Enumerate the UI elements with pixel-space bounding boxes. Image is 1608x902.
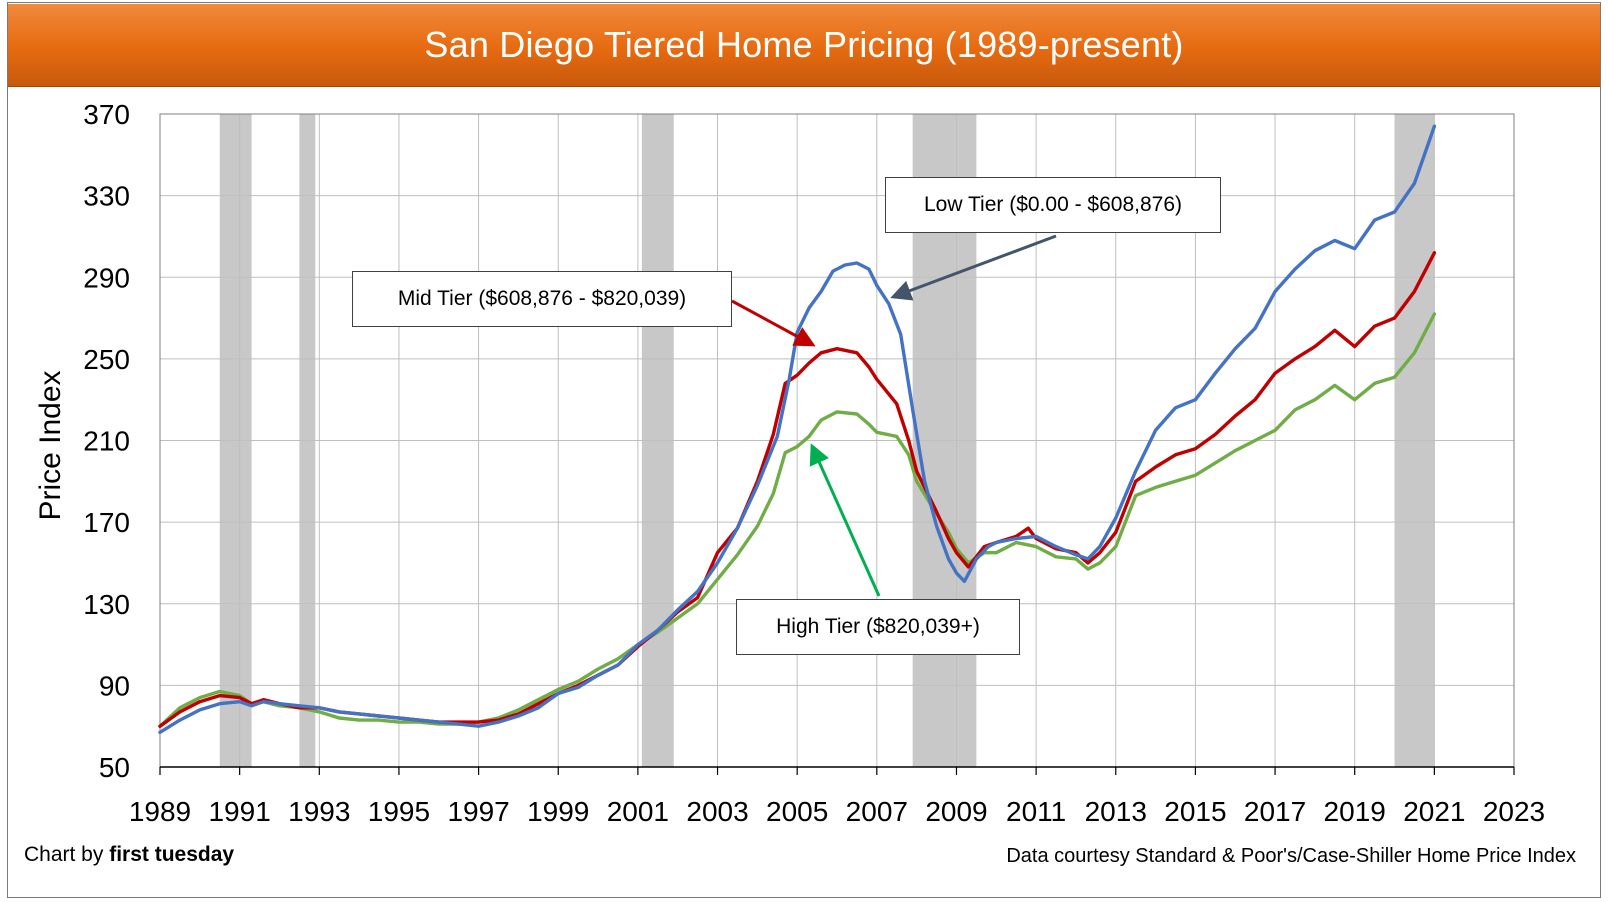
y-tick-label-90: 90: [99, 670, 130, 701]
y-tick-label-210: 210: [83, 426, 130, 457]
x-tick-label-2021: 2021: [1403, 796, 1465, 827]
mid-tier-arrow: [731, 299, 816, 347]
x-tick-label-1991: 1991: [208, 796, 270, 827]
mid-tier-callout: Mid Tier ($608,876 - $820,039): [352, 271, 732, 327]
credit-brand: first tuesday: [109, 843, 235, 866]
y-tick-label-250: 250: [83, 344, 130, 375]
high-tier-callout: High Tier ($820,039+): [736, 599, 1020, 655]
y-tick-label-370: 370: [83, 99, 130, 130]
x-tick-label-2005: 2005: [766, 796, 828, 827]
x-tick-label-1995: 1995: [368, 796, 430, 827]
x-tick-label-2019: 2019: [1324, 796, 1386, 827]
high-tier-arrow: [809, 443, 881, 597]
high-tier-series-line: [158, 312, 1437, 728]
credit-prefix: Chart by: [24, 843, 110, 866]
y-axis-label: Price Index: [34, 370, 67, 520]
y-tick-label-50: 50: [99, 752, 130, 783]
x-tick-label-1999: 1999: [527, 796, 589, 827]
x-tick-label-2023: 2023: [1483, 796, 1545, 827]
low-tier-series-line: [158, 124, 1437, 734]
x-tick-label-2001: 2001: [607, 796, 669, 827]
chart-frame: [7, 2, 1601, 898]
data-source: Data courtesy Standard & Poor's/Case-Shi…: [1006, 845, 1576, 867]
chart-credit: Chart by first tuesday: [24, 843, 234, 867]
x-tick-label-2007: 2007: [846, 796, 908, 827]
y-tick-label-290: 290: [83, 262, 130, 293]
title-banner: San Diego Tiered Home Pricing (1989-pres…: [8, 4, 1600, 87]
x-tick-label-2017: 2017: [1244, 796, 1306, 827]
x-tick-label-2015: 2015: [1164, 796, 1226, 827]
low-tier-callout: Low Tier ($0.00 - $608,876): [885, 177, 1221, 233]
x-tick-label-1993: 1993: [288, 796, 350, 827]
low-tier-callout-label: Low Tier ($0.00 - $608,876): [924, 193, 1182, 216]
y-tick-label-130: 130: [83, 589, 130, 620]
mid-tier-callout-label: Mid Tier ($608,876 - $820,039): [397, 287, 687, 310]
x-tick-label-1989: 1989: [129, 796, 191, 827]
y-tick-label-170: 170: [83, 507, 130, 538]
x-tick-label-1997: 1997: [447, 796, 509, 827]
x-tick-label-2011: 2011: [1006, 796, 1066, 827]
low-tier-arrow: [890, 234, 1057, 301]
x-tick-label-2003: 2003: [686, 796, 748, 827]
y-tick-label-330: 330: [83, 181, 130, 212]
x-tick-label-2009: 2009: [925, 796, 987, 827]
chart-title: San Diego Tiered Home Pricing (1989-pres…: [424, 24, 1184, 65]
high-tier-callout-label: High Tier ($820,039+): [776, 615, 980, 638]
x-tick-label-2013: 2013: [1085, 796, 1147, 827]
